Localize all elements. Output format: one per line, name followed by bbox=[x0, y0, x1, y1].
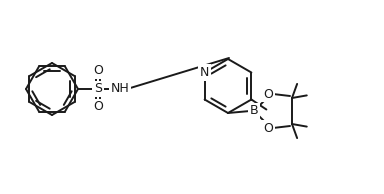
Text: O: O bbox=[263, 121, 273, 134]
Text: S: S bbox=[94, 82, 102, 95]
Text: N: N bbox=[200, 66, 209, 79]
Text: O: O bbox=[93, 100, 103, 113]
Text: NH: NH bbox=[111, 82, 129, 95]
Text: O: O bbox=[93, 64, 103, 77]
Text: B: B bbox=[250, 105, 258, 118]
Text: O: O bbox=[263, 87, 273, 100]
